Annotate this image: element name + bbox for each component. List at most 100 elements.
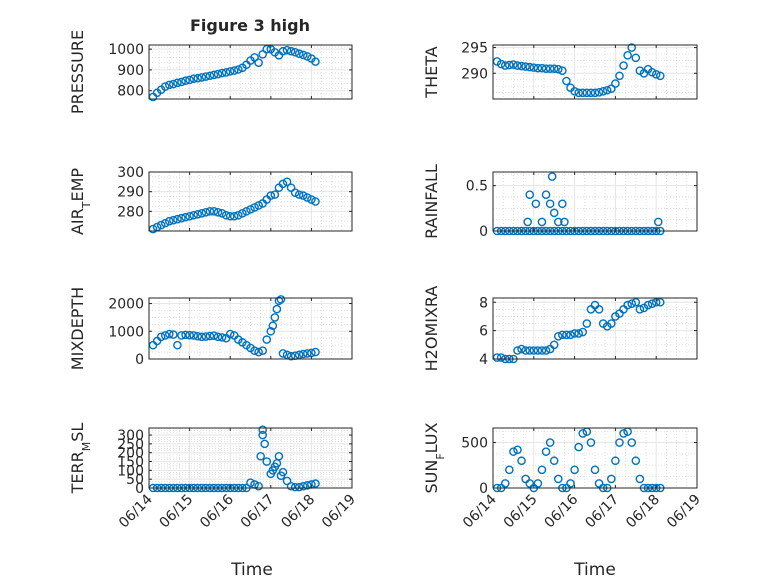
data-point xyxy=(647,67,657,77)
data-point xyxy=(611,456,620,466)
y-axis-label: TERRMSL xyxy=(68,423,93,495)
data-point xyxy=(290,47,300,57)
data-point xyxy=(294,350,304,360)
data-point xyxy=(164,80,174,90)
subplot-air-temp: 280 290 300 AIRTEMP xyxy=(68,165,353,235)
data-point xyxy=(529,63,539,72)
data-point xyxy=(541,447,551,456)
data-series xyxy=(148,177,320,234)
data-point xyxy=(602,85,612,95)
data-point xyxy=(256,451,265,461)
data-point xyxy=(250,203,259,212)
data-series xyxy=(492,43,665,98)
data-point xyxy=(570,465,579,475)
subplot-rainfall: 0 0.5 RAINFALL xyxy=(422,164,698,240)
data-point xyxy=(193,331,203,341)
data-point xyxy=(181,76,190,86)
data-point xyxy=(627,43,637,52)
data-point xyxy=(209,70,219,80)
data-point xyxy=(647,299,657,308)
data-point xyxy=(229,66,239,75)
data-point xyxy=(225,329,235,339)
axes-box xyxy=(148,427,353,489)
data-point xyxy=(160,331,170,340)
data-point xyxy=(541,346,551,355)
data-point xyxy=(517,344,526,354)
data-point xyxy=(258,50,267,59)
data-point xyxy=(205,331,215,341)
data-point xyxy=(525,346,535,355)
data-point xyxy=(262,335,272,344)
data-point xyxy=(578,429,588,438)
data-point xyxy=(590,88,600,98)
data-point xyxy=(254,58,263,67)
data-point xyxy=(574,442,583,452)
data-point xyxy=(574,329,583,338)
data-point xyxy=(270,313,280,322)
data-point xyxy=(533,479,543,488)
data-point xyxy=(298,349,308,359)
data-point xyxy=(250,346,259,355)
axes-box xyxy=(492,44,698,100)
data-point xyxy=(169,215,178,225)
data-point xyxy=(513,346,522,355)
data-point xyxy=(651,70,661,79)
data-point xyxy=(258,425,267,435)
data-point xyxy=(586,438,596,447)
data-point xyxy=(517,61,526,71)
data-point xyxy=(303,349,312,358)
axes-box xyxy=(492,427,698,489)
data-point xyxy=(181,212,190,222)
data-point xyxy=(164,329,174,339)
y-axis-label: PRESSURE xyxy=(68,30,87,114)
axes-box xyxy=(148,297,353,360)
data-point xyxy=(541,64,551,73)
data-point xyxy=(177,331,186,340)
data-point xyxy=(276,295,286,304)
y-tick-label: 1000 xyxy=(108,324,144,340)
data-point xyxy=(549,64,559,73)
data-point xyxy=(615,438,624,447)
data-point xyxy=(205,71,215,81)
data-point xyxy=(185,211,194,221)
data-point xyxy=(500,61,510,70)
data-point xyxy=(582,88,592,98)
data-point xyxy=(549,456,559,466)
data-point xyxy=(225,67,235,76)
data-point xyxy=(611,79,620,88)
data-point xyxy=(254,201,263,210)
data-point xyxy=(631,297,641,307)
data-series xyxy=(148,44,320,102)
data-point xyxy=(286,351,296,361)
data-point xyxy=(570,86,579,96)
data-point xyxy=(160,218,170,228)
data-point xyxy=(615,71,624,81)
data-point xyxy=(594,88,604,97)
data-point xyxy=(623,50,632,60)
data-point xyxy=(513,61,522,70)
data-point xyxy=(185,75,194,85)
data-point xyxy=(531,199,541,209)
data-point xyxy=(201,208,211,217)
data-point xyxy=(164,216,174,226)
data-point xyxy=(201,332,211,341)
data-point xyxy=(578,88,588,98)
data-point xyxy=(537,217,547,227)
data-point xyxy=(270,190,280,199)
data-point xyxy=(558,66,567,76)
data-point xyxy=(173,78,182,88)
data-point xyxy=(209,207,219,216)
y-tick-label: 300 xyxy=(117,165,144,181)
x-axis-label-right: Time xyxy=(573,560,616,580)
y-axis-label: RAINFALL xyxy=(422,164,441,239)
data-point xyxy=(598,86,608,96)
data-point xyxy=(311,197,320,206)
data-point xyxy=(635,305,645,314)
data-point xyxy=(258,430,267,440)
data-point xyxy=(619,61,628,70)
y-tick-label: 290 xyxy=(461,66,488,82)
axes-box xyxy=(148,44,353,100)
y-tick-label: 0 xyxy=(479,224,488,240)
data-point xyxy=(549,340,559,350)
data-point xyxy=(201,72,211,81)
